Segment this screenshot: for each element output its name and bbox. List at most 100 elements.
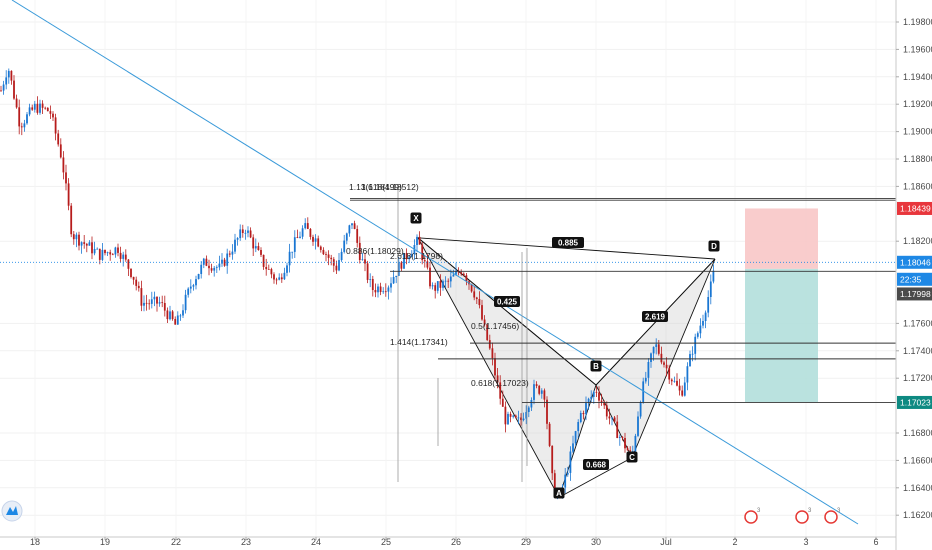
candle-body bbox=[49, 111, 52, 114]
candle-body bbox=[683, 382, 686, 396]
pattern-ratio-badge bbox=[552, 237, 584, 248]
price-tick-label: 1.17200 bbox=[903, 373, 932, 383]
candle-body bbox=[504, 406, 507, 425]
price-tick-label: 1.16800 bbox=[903, 428, 932, 438]
candle-body bbox=[691, 353, 694, 355]
pattern-ratio-badge bbox=[642, 311, 668, 322]
price-tag[interactable] bbox=[897, 255, 932, 269]
time-tick-label: 30 bbox=[591, 537, 601, 547]
candle-body bbox=[176, 315, 179, 325]
price-tag[interactable] bbox=[897, 272, 932, 286]
candle-body bbox=[434, 285, 437, 291]
candle-body bbox=[569, 451, 572, 473]
candle-body bbox=[265, 267, 268, 270]
drawing-overlays[interactable]: 1.13(1.18499)1.618(1.18512) 0.886(1.18029… bbox=[0, 0, 896, 525]
candle-body bbox=[18, 107, 21, 127]
candle-body bbox=[62, 157, 65, 173]
pattern-line-xd[interactable] bbox=[417, 237, 716, 260]
candle-body bbox=[574, 431, 577, 444]
candle-body bbox=[23, 123, 26, 128]
candle-body bbox=[533, 384, 535, 400]
pattern-point-marker[interactable] bbox=[626, 451, 638, 463]
candle-body bbox=[57, 133, 60, 145]
candle-body bbox=[130, 268, 132, 277]
candle-body bbox=[444, 280, 447, 282]
candle-body bbox=[340, 251, 343, 261]
fib-level-label: 0.886(1.18029) bbox=[346, 246, 404, 256]
candle-body bbox=[96, 248, 99, 250]
price-tag[interactable] bbox=[897, 395, 932, 409]
price-axis[interactable]: 1.19800 1.19600 1.19400 1.19200 1.19000 1.188… bbox=[895, 0, 932, 550]
candle-body bbox=[496, 375, 499, 383]
time-tick-label: 18 bbox=[30, 537, 40, 547]
candle-body bbox=[119, 252, 122, 259]
candle-body bbox=[702, 321, 704, 326]
candle-body bbox=[637, 416, 639, 436]
candle-body bbox=[514, 415, 517, 418]
pattern-point-marker[interactable] bbox=[553, 487, 565, 499]
candle-body bbox=[624, 438, 626, 449]
candle-body bbox=[228, 253, 231, 255]
price-tick-label: 1.19600 bbox=[903, 44, 932, 54]
pattern-point-marker[interactable] bbox=[590, 360, 602, 372]
pattern-point-marker[interactable] bbox=[410, 212, 422, 224]
candle-body bbox=[423, 260, 426, 262]
candle-body bbox=[197, 274, 200, 280]
candle-body bbox=[111, 254, 114, 256]
candle-body bbox=[418, 236, 421, 245]
candle-body bbox=[88, 242, 91, 246]
candle-body bbox=[410, 254, 413, 258]
candle-body bbox=[291, 251, 294, 253]
time-tick-label: 25 bbox=[381, 537, 391, 547]
candle-body bbox=[605, 405, 608, 417]
harmonic-pattern[interactable] bbox=[417, 237, 716, 499]
candle-body bbox=[330, 257, 333, 260]
candle-body bbox=[517, 417, 520, 419]
time-tick-label: 24 bbox=[311, 537, 321, 547]
candle-body bbox=[655, 344, 658, 347]
price-tick-label: 1.18600 bbox=[903, 181, 932, 191]
candle-body bbox=[127, 259, 130, 269]
pattern-line-ac[interactable] bbox=[558, 457, 633, 498]
candle-body bbox=[663, 362, 665, 365]
candle-body bbox=[426, 261, 429, 268]
candle-body bbox=[293, 237, 296, 252]
candle-body bbox=[306, 223, 309, 229]
candle-body bbox=[72, 234, 75, 240]
candle-body bbox=[13, 80, 15, 99]
economic-event-icon bbox=[795, 510, 809, 524]
candle-body bbox=[171, 311, 174, 320]
position-tool[interactable] bbox=[745, 208, 818, 403]
time-tick-label: 3 bbox=[803, 537, 808, 547]
candle-body bbox=[54, 117, 57, 134]
candle-body bbox=[696, 333, 699, 337]
candle-body bbox=[145, 302, 148, 304]
candle-body bbox=[598, 392, 600, 401]
price-tag-label: 1.18439 bbox=[900, 203, 931, 213]
candle-body bbox=[322, 249, 325, 255]
candle-body bbox=[275, 279, 278, 281]
time-tick-label: 26 bbox=[451, 537, 461, 547]
price-tag[interactable] bbox=[897, 287, 932, 301]
stop-loss-zone[interactable] bbox=[745, 208, 818, 269]
candle-body bbox=[501, 398, 504, 407]
candle-body bbox=[299, 236, 301, 238]
candle-body bbox=[132, 276, 135, 280]
candle-body bbox=[538, 385, 541, 394]
candle-body bbox=[101, 249, 104, 260]
price-tag[interactable] bbox=[897, 201, 932, 215]
candle-body bbox=[319, 246, 322, 250]
economic-event-icon bbox=[744, 510, 758, 524]
pattern-line-bd[interactable] bbox=[595, 258, 716, 386]
candle-body bbox=[551, 445, 554, 474]
take-profit-zone[interactable] bbox=[745, 268, 818, 403]
pattern-ratio-label: 2.619 bbox=[645, 313, 666, 322]
candle-body bbox=[234, 239, 236, 252]
candle-body bbox=[358, 242, 361, 260]
candle-body bbox=[475, 297, 478, 299]
candle-body bbox=[65, 172, 67, 184]
pattern-point-marker[interactable] bbox=[708, 240, 720, 252]
time-axis[interactable]: 18 19 22 23 24 25 26 29 30 Jul 2 3 6 bbox=[0, 536, 896, 547]
candle-body bbox=[670, 379, 673, 382]
